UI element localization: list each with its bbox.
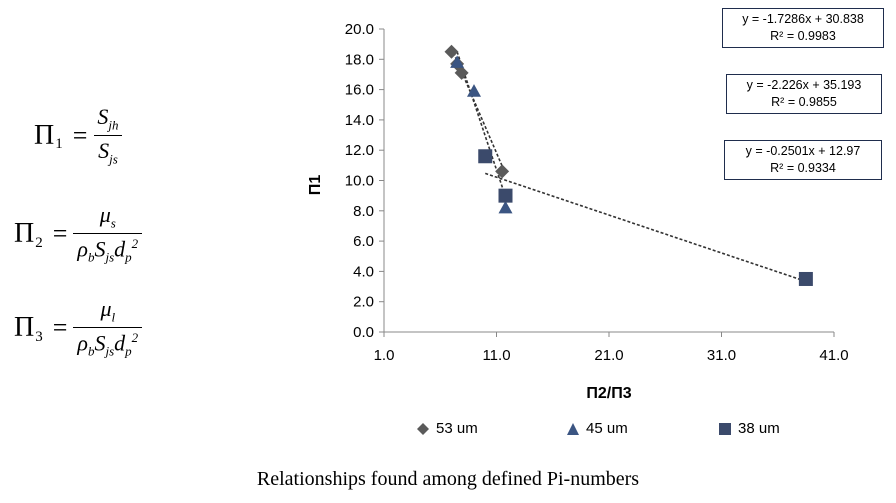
legend-label: 45 um bbox=[586, 420, 628, 437]
trend-equation-box-53um: y = -1.7286x + 30.838 R² = 0.9983 bbox=[722, 8, 884, 48]
pi-symbol: Π bbox=[34, 119, 55, 151]
square-marker-point bbox=[798, 271, 813, 286]
triangle-marker-point bbox=[498, 200, 513, 214]
diamond-marker-point bbox=[444, 44, 459, 59]
fraction: Sjh Sjs bbox=[93, 104, 122, 168]
y-tick-label: 2.0 bbox=[353, 294, 374, 311]
triangle-marker-point bbox=[450, 55, 465, 68]
triangle-marker-icon bbox=[567, 422, 579, 435]
y-tick-label: 0.0 bbox=[353, 324, 374, 341]
pi-subscript: 2 bbox=[35, 234, 43, 251]
legend-label: 38 um bbox=[738, 420, 780, 437]
y-tick-label: 18.0 bbox=[345, 51, 374, 68]
legend-label: 53 um bbox=[436, 420, 478, 437]
pi-subscript: 3 bbox=[35, 328, 43, 345]
square-marker-point bbox=[478, 149, 493, 164]
trend-equation-box-45um: y = -2.226x + 35.193 R² = 0.9855 bbox=[726, 74, 882, 114]
pi-symbol: Π bbox=[14, 218, 35, 250]
legend-item-38um: 38 um bbox=[718, 420, 780, 437]
chart-axes: 0.0 2.0 4.0 6.0 8.0 10.0 12.0 14.0 16.0 18.0 20.0 1… bbox=[345, 21, 849, 364]
equals-sign: = bbox=[52, 219, 68, 249]
trendline-38-um bbox=[484, 172, 807, 283]
y-tick-label: 6.0 bbox=[353, 233, 374, 250]
y-tick-label: 4.0 bbox=[353, 263, 374, 280]
x-axis-label: Π2/Π3 bbox=[586, 385, 631, 402]
trend-equation: y = -1.7286x + 30.838 bbox=[742, 12, 864, 26]
figure-caption: Relationships found among defined Pi-num… bbox=[256, 468, 640, 490]
diamond-marker-point bbox=[495, 164, 510, 179]
y-tick-label: 14.0 bbox=[345, 112, 374, 129]
x-tick-label: 31.0 bbox=[707, 347, 736, 364]
trend-equation: y = -2.226x + 35.193 bbox=[746, 78, 862, 92]
denominator: ρbSjsdp2 bbox=[73, 233, 143, 266]
data-points bbox=[444, 44, 813, 286]
trend-r-squared: R² = 0.9983 bbox=[770, 29, 836, 43]
y-tick-label: 20.0 bbox=[345, 21, 374, 38]
y-axis-label: Π1 bbox=[307, 175, 324, 196]
trend-equation: y = -0.2501x + 12.97 bbox=[745, 144, 861, 158]
trend-r-squared: R² = 0.9334 bbox=[770, 161, 836, 175]
x-tick-label: 11.0 bbox=[482, 347, 510, 364]
x-tick-label: 21.0 bbox=[594, 347, 623, 364]
x-tick-label: 1.0 bbox=[374, 347, 395, 364]
y-tick-label: 8.0 bbox=[353, 203, 374, 220]
numerator: μl bbox=[100, 296, 116, 325]
triangle-marker-point bbox=[467, 84, 481, 97]
trend-equation-box-38um: y = -0.2501x + 12.97 R² = 0.9334 bbox=[724, 140, 882, 180]
legend-item-45um: 45 um bbox=[566, 420, 628, 437]
fraction: μl ρbSjsdp2 bbox=[73, 296, 143, 360]
square-marker-point bbox=[498, 188, 513, 203]
equals-sign: = bbox=[72, 120, 88, 150]
square-marker-icon bbox=[719, 422, 731, 435]
pi-symbol: Π bbox=[14, 312, 35, 344]
equals-sign: = bbox=[52, 313, 68, 343]
fraction: μs ρbSjsdp2 bbox=[73, 202, 143, 266]
trend-r-squared: R² = 0.9855 bbox=[771, 95, 837, 109]
diamond-marker-point bbox=[454, 65, 469, 80]
numerator: μs bbox=[99, 202, 116, 231]
numerator: Sjh bbox=[97, 104, 119, 133]
diamond-marker-icon bbox=[417, 422, 429, 435]
y-tick-label: 10.0 bbox=[345, 173, 374, 190]
legend-item-53um: 53 um bbox=[416, 420, 478, 437]
denominator: ρbSjsdp2 bbox=[73, 327, 143, 360]
denominator: Sjs bbox=[94, 135, 122, 167]
y-tick-label: 12.0 bbox=[345, 142, 374, 159]
y-tick-label: 16.0 bbox=[345, 82, 374, 99]
pi-subscript: 1 bbox=[55, 136, 63, 153]
x-tick-label: 41.0 bbox=[819, 347, 848, 364]
